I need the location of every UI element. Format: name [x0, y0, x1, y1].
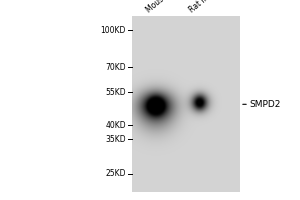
Text: Rat liver: Rat liver: [188, 0, 218, 15]
Text: 100KD: 100KD: [100, 26, 126, 35]
Text: 35KD: 35KD: [105, 135, 126, 144]
Text: 25KD: 25KD: [106, 169, 126, 178]
Text: 70KD: 70KD: [105, 63, 126, 72]
Text: 40KD: 40KD: [105, 121, 126, 130]
Bar: [132, 16, 240, 192]
Text: SMPD2: SMPD2: [243, 100, 280, 109]
Text: 55KD: 55KD: [105, 88, 126, 97]
Text: Mouse liver: Mouse liver: [144, 0, 184, 15]
